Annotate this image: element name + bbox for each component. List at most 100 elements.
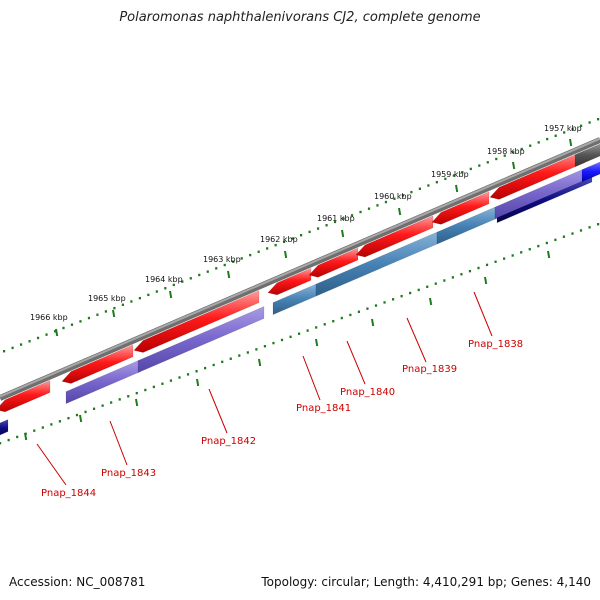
outer-ruler-dot [342,217,345,220]
inner-ruler-major-tick [79,414,83,423]
inner-ruler-dot [101,404,104,407]
gene-labels: Pnap_1838 Pnap_1839 Pnap_1840 Pnap_1841 … [41,339,523,499]
kbp-label: 1964 kbp [145,275,183,284]
gene-arrow [133,290,260,353]
feature-block-navy [496,176,593,224]
outer-ruler-dot [11,346,14,350]
outer-ruler-dot [563,131,566,134]
inner-ruler-dot [204,366,207,370]
inner-ruler-dot [67,416,70,420]
inner-ruler-dot [400,294,403,298]
inner-ruler-major-tick [258,358,262,367]
inner-ruler-major-tick [315,338,319,347]
gene-label: Pnap_1842 [201,436,256,447]
inner-ruler-dot [255,348,258,351]
inner-ruler-dot [178,376,181,379]
feature-block-gray [574,143,600,168]
inner-ruler-dot [195,370,198,373]
inner-ruler-dot [520,251,523,254]
outer-tick-ruler [3,118,600,353]
outer-ruler-dot [138,296,141,300]
outer-ruler-dot [427,184,430,187]
inner-ruler-dot [186,373,190,376]
outer-ruler-dot [571,127,574,131]
inner-ruler-dot [579,229,583,232]
outer-ruler-dot [215,267,218,270]
outer-ruler-dot [45,333,48,336]
inner-ruler-dot [417,288,420,292]
outer-ruler-dot [274,243,277,247]
outer-ruler-dot [597,118,600,121]
inner-ruler-dot [110,401,113,404]
outer-ruler-major-tick [169,290,173,299]
gene-arrow [0,380,51,413]
inner-ruler-dot [238,354,241,357]
inner-ruler-dot [383,301,386,304]
outer-ruler-dot [588,121,591,124]
genome-backbone [0,137,600,401]
outer-ruler-dot [435,180,438,184]
inner-ruler-dot [528,248,531,251]
outer-ruler-dot [172,283,175,287]
feature-block-navy [0,419,9,436]
outer-ruler-dot [452,174,455,177]
inner-ruler-dot [118,398,121,401]
inner-ruler-dot [391,298,395,301]
outer-ruler-dot [181,280,184,283]
inner-ruler-dot [84,410,87,414]
outer-ruler-dot [529,144,532,147]
kbp-label: 1966 kbp [30,313,68,322]
inner-ruler-dot [485,263,489,267]
inner-ruler-dot [229,357,232,360]
inner-ruler-dot [0,442,2,445]
outer-ruler-dot [503,154,506,157]
inner-ruler-dot [545,241,548,245]
inner-ruler-dot [366,307,369,310]
outer-ruler-major-tick [55,328,59,337]
inner-ruler-dot [426,285,429,288]
inner-ruler-dot [349,313,352,317]
kbp-label: 1961 kbp [317,214,355,223]
outer-ruler-dot [79,320,82,323]
inner-ruler-dot [306,329,309,332]
outer-ruler-dot [418,187,421,190]
outer-ruler-dot [28,340,31,343]
inner-ruler-dot [246,351,249,354]
inner-ruler-dot [298,332,301,335]
outer-ruler-dot [300,234,303,237]
inner-ruler-dot [127,395,130,398]
inner-ruler-dot [434,282,437,285]
kbp-label: 1957 kbp [544,124,582,133]
outer-ruler-dot [104,310,108,313]
inner-ruler-dot [460,273,463,276]
outer-ruler-dot [308,230,311,234]
backbone-arc [0,137,600,401]
outer-ruler-dot [249,253,252,257]
inner-ruler-dot [75,413,79,417]
outer-ruler-dot [486,161,489,164]
outer-ruler-major-tick [398,207,402,216]
map-title: Polaromonas naphthalenivorans CJ2, compl… [119,10,481,25]
outer-ruler-dot [36,336,40,340]
outer-ruler-dot [384,200,388,204]
outer-ruler-dot [62,326,65,330]
inner-ruler-dot [144,388,147,392]
inner-ruler-dot [323,323,326,326]
gene-label: Pnap_1841 [296,403,351,414]
outer-ruler-dot [367,207,371,210]
outer-ruler-dot [206,270,209,273]
inner-ruler-dot [50,423,53,426]
inner-ruler-dot [562,235,566,238]
outer-ruler-dot [266,247,269,250]
feature-block-purple [137,306,265,374]
outer-ruler-dot [189,277,192,280]
leader-line [36,443,67,486]
inner-ruler-dot [58,420,61,423]
outer-ruler-major-tick [455,184,459,193]
inner-ruler-dot [468,269,472,273]
leader-line [406,317,427,363]
kbp-label: 1958 kbp [487,147,525,156]
outer-ruler-dot [376,204,379,207]
kbp-labels: 1957 kbp 1958 kbp 1959 kbp 1960 kbp 1961… [30,124,582,322]
